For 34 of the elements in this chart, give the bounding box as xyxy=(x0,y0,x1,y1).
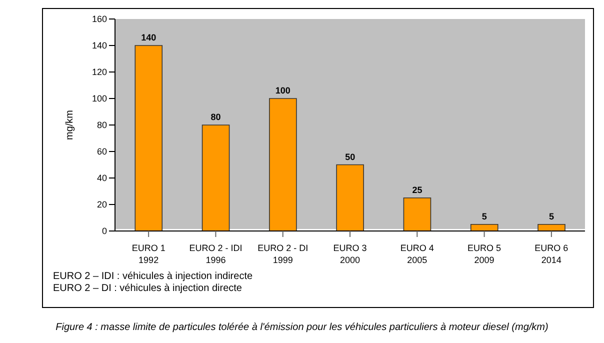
x-tick-label: EURO 3 2000 xyxy=(333,243,367,265)
x-tick-label: EURO 2 - IDI 1996 xyxy=(189,243,242,265)
data-label: 80 xyxy=(210,112,221,122)
data-label: 5 xyxy=(548,211,554,222)
bar xyxy=(134,45,163,231)
x-tick-label: EURO 1 1992 xyxy=(132,243,166,265)
data-label: 100 xyxy=(275,86,290,96)
bar xyxy=(269,98,297,231)
x-tick-label: EURO 5 2009 xyxy=(468,243,502,265)
data-label: 25 xyxy=(412,184,422,195)
y-tick-label: 20 xyxy=(96,200,107,210)
x-tick-label: EURO 4 2005 xyxy=(400,243,434,265)
y-tick-label: 100 xyxy=(92,94,107,104)
y-tick-label: 40 xyxy=(96,173,107,184)
caption: Figure 4 : masse limite de particules tolérée à l'émission pour les véhicules particuliers à moteur diesel (mg/km) xyxy=(54,322,550,333)
y-tick-label: 140 xyxy=(92,40,107,51)
y-tick-label: 0 xyxy=(102,226,107,236)
y-tick-label: 60 xyxy=(96,146,107,157)
text: EURO 2 – IDI : véhicules à injection indirecte xyxy=(53,271,253,283)
y-tick-label: 120 xyxy=(92,67,107,78)
bar xyxy=(538,224,566,231)
bar xyxy=(202,124,230,231)
bar xyxy=(470,224,498,231)
data-label: 140 xyxy=(141,32,156,42)
y-tick-label: 80 xyxy=(96,120,107,130)
data-label: 50 xyxy=(345,152,356,162)
bar xyxy=(403,197,432,231)
x-tick-label: EURO 6 2014 xyxy=(534,243,568,265)
data-label: 5 xyxy=(482,211,487,222)
y-axis-title: mg/km xyxy=(64,110,76,140)
text: EURO 2 – DI : véhicules à injection directe xyxy=(53,283,243,295)
x-tick-label: EURO 2 - DI 1999 xyxy=(258,243,308,265)
bar xyxy=(336,164,364,231)
y-tick-label: 160 xyxy=(92,14,107,24)
